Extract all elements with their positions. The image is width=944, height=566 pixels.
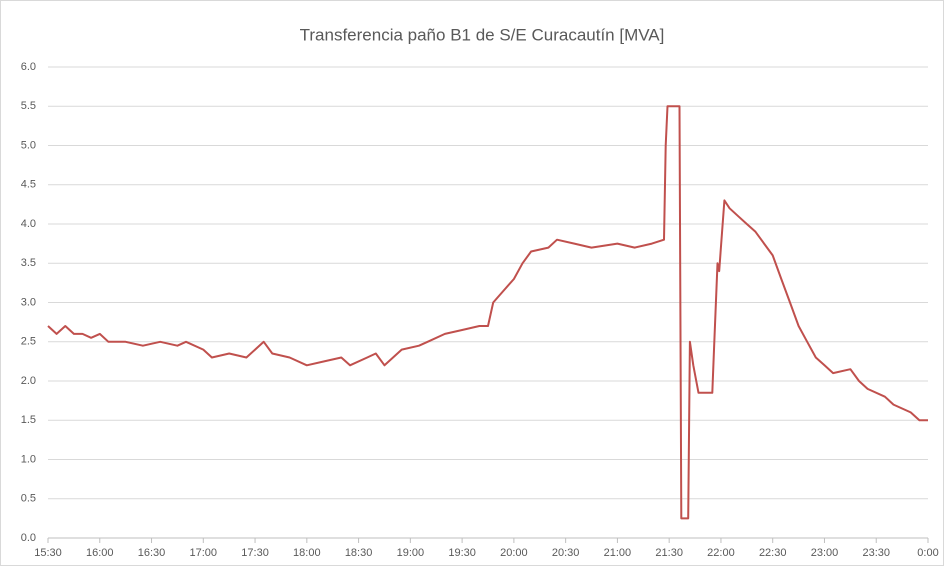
- x-tick-label: 20:00: [500, 547, 528, 559]
- y-tick-label: 1.0: [21, 453, 36, 465]
- y-tick-label: 4.0: [21, 218, 36, 230]
- x-tick-label: 18:00: [293, 547, 321, 559]
- x-tick-label: 17:30: [241, 547, 269, 559]
- y-tick-label: 4.5: [21, 179, 36, 191]
- x-tick-label: 19:30: [448, 547, 476, 559]
- x-tick-label: 16:30: [138, 547, 166, 559]
- y-tick-label: 5.0: [21, 139, 36, 151]
- x-tick-label: 23:00: [811, 547, 839, 559]
- data-line: [47, 105, 928, 520]
- x-tick-label: 19:00: [397, 547, 425, 559]
- x-tick-label: 23:30: [862, 547, 890, 559]
- y-tick-label: 2.0: [21, 375, 36, 387]
- x-tick-label: 22:00: [707, 547, 735, 559]
- y-tick-label: 3.0: [21, 296, 36, 308]
- y-tick-label: 5.5: [21, 100, 36, 112]
- x-tick-label: 21:00: [604, 547, 632, 559]
- x-tick-label: 22:30: [759, 547, 787, 559]
- x-tick-label: 21:30: [655, 547, 683, 559]
- x-tick-label: 20:30: [552, 547, 580, 559]
- chart-title: Transferencia paño B1 de S/E Curacautín …: [300, 25, 665, 44]
- x-tick-label: 15:30: [34, 547, 62, 559]
- y-tick-label: 0.5: [21, 493, 36, 505]
- x-tick-label: 16:00: [86, 547, 114, 559]
- x-tick-label: 17:00: [190, 547, 218, 559]
- y-tick-label: 6.0: [21, 61, 36, 73]
- y-tick-label: 1.5: [21, 414, 36, 426]
- y-tick-label: 0.0: [21, 532, 36, 544]
- y-tick-label: 2.5: [21, 336, 36, 348]
- x-tick-label: 0:00: [917, 547, 938, 559]
- y-tick-label: 3.5: [21, 257, 36, 269]
- x-tick-label: 18:30: [345, 547, 373, 559]
